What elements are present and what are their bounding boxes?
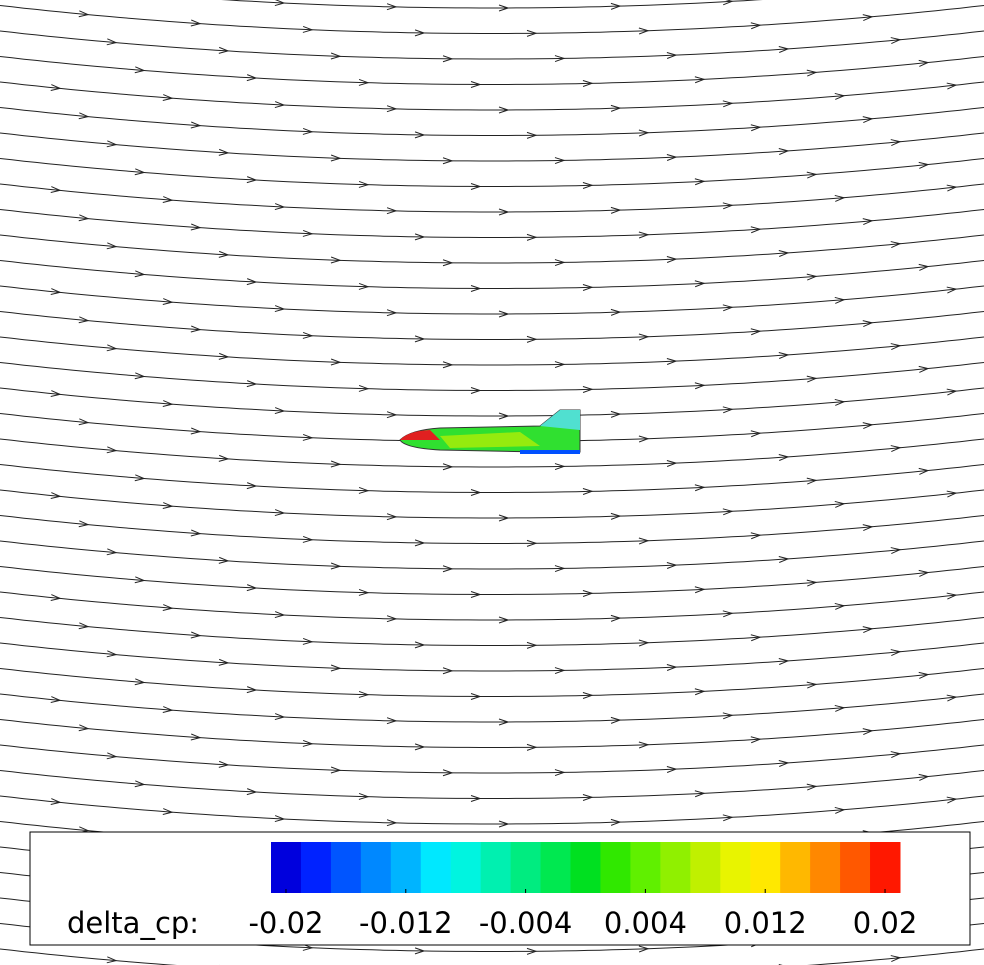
tick-label: 0.004 [604,906,687,940]
color-band [690,842,720,893]
vehicle [400,410,580,454]
streamlines [0,0,984,965]
streamline [0,720,984,748]
streamline [0,796,984,824]
color-band [630,842,660,893]
streamline [0,312,984,340]
color-band [301,842,331,893]
streamline [0,184,984,212]
streamline [0,261,984,289]
streamline [0,516,984,544]
color-band [870,842,900,893]
streamline [0,745,984,773]
color-band [660,842,690,893]
color-band [271,842,301,893]
streamline [0,0,984,8]
streamline [0,82,984,110]
streamline [0,159,984,187]
color-band [421,842,451,893]
color-band [810,842,840,893]
color-band [541,842,571,893]
streamline [0,618,984,646]
streamline [0,465,984,493]
streamline [0,771,984,799]
streamline [0,337,984,365]
streamline [0,388,984,416]
streamline [0,363,984,391]
streamline [0,490,984,518]
streamline [0,108,984,136]
color-band [750,842,780,893]
tick-label: 0.02 [853,906,918,940]
color-band [780,842,810,893]
streamline [0,669,984,697]
streamline [0,541,984,569]
color-band [391,842,421,893]
streamline [0,286,984,314]
streamline [0,567,984,595]
tick-label: -0.02 [248,906,323,940]
streamline [0,31,984,59]
streamline [0,643,984,671]
tick-label: 0.012 [724,906,807,940]
streamline [0,133,984,161]
color-band [451,842,481,893]
color-band [511,842,541,893]
streamline [0,6,984,34]
color-band [600,842,630,893]
flow-view: -0.02 -0.012 -0.004 0.004 0.012 0.02 delta_cp… [0,0,984,965]
tick-label: -0.004 [479,906,573,940]
color-band [571,842,601,893]
streamline [0,694,984,722]
streamline [0,592,984,620]
flow-arrow [723,0,732,5]
streamline [0,57,984,85]
color-band [720,842,750,893]
color-band [481,842,511,893]
streamline [0,235,984,263]
colorbar-label: delta_cp: [67,906,199,940]
tick-label: -0.012 [359,906,453,940]
color-band [361,842,391,893]
streamline [0,210,984,238]
underside [520,450,580,454]
color-band [331,842,361,893]
color-band [840,842,870,893]
